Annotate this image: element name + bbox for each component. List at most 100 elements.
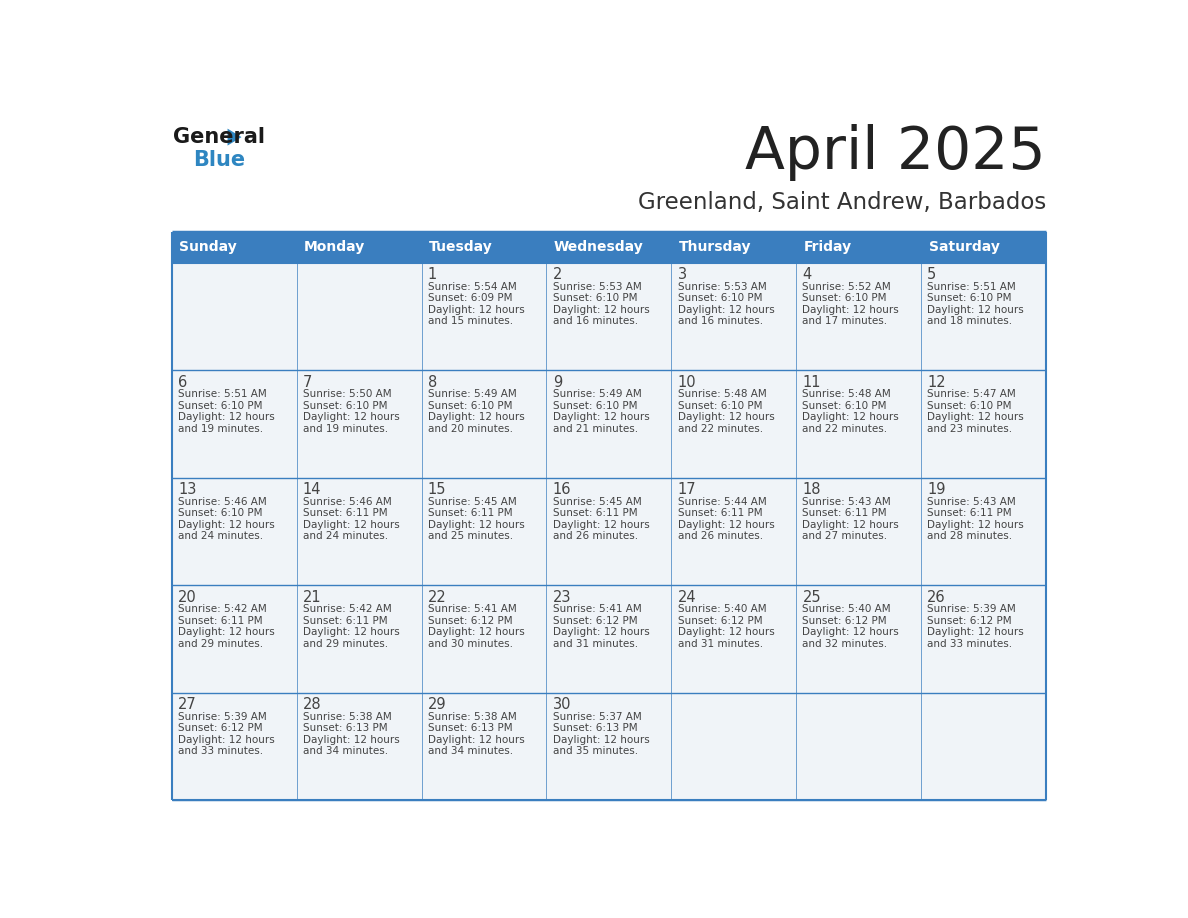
Text: 26: 26 [928, 589, 946, 605]
Text: 6: 6 [178, 375, 188, 390]
Text: Sunset: 6:12 PM: Sunset: 6:12 PM [677, 616, 763, 626]
Text: Sunrise: 5:41 AM: Sunrise: 5:41 AM [428, 604, 517, 614]
Text: and 29 minutes.: and 29 minutes. [303, 639, 388, 648]
Text: 14: 14 [303, 482, 322, 498]
Text: Sunset: 6:10 PM: Sunset: 6:10 PM [677, 293, 762, 303]
Text: Daylight: 12 hours: Daylight: 12 hours [928, 305, 1024, 315]
Bar [546, 585, 671, 692]
Text: 28: 28 [303, 697, 322, 712]
Text: and 26 minutes.: and 26 minutes. [677, 531, 763, 541]
Bar [172, 232, 297, 263]
Text: Tuesday: Tuesday [429, 241, 493, 254]
Text: 23: 23 [552, 589, 571, 605]
Text: 22: 22 [428, 589, 447, 605]
Text: Sunset: 6:12 PM: Sunset: 6:12 PM [928, 616, 1012, 626]
Text: 13: 13 [178, 482, 196, 498]
Text: Sunrise: 5:39 AM: Sunrise: 5:39 AM [178, 711, 267, 722]
Bar [671, 585, 796, 692]
Bar [796, 370, 921, 477]
Text: Daylight: 12 hours: Daylight: 12 hours [178, 412, 274, 422]
Text: Sunrise: 5:48 AM: Sunrise: 5:48 AM [677, 389, 766, 399]
Text: Daylight: 12 hours: Daylight: 12 hours [428, 412, 525, 422]
Bar [172, 585, 297, 692]
Text: Sunrise: 5:42 AM: Sunrise: 5:42 AM [178, 604, 267, 614]
Text: Daylight: 12 hours: Daylight: 12 hours [677, 305, 775, 315]
Bar [671, 692, 796, 800]
Text: Daylight: 12 hours: Daylight: 12 hours [428, 305, 525, 315]
Text: Sunrise: 5:50 AM: Sunrise: 5:50 AM [303, 389, 392, 399]
Text: and 33 minutes.: and 33 minutes. [178, 746, 263, 756]
Text: Sunrise: 5:48 AM: Sunrise: 5:48 AM [802, 389, 891, 399]
Text: Daylight: 12 hours: Daylight: 12 hours [928, 627, 1024, 637]
Text: Sunset: 6:10 PM: Sunset: 6:10 PM [303, 401, 387, 410]
Text: 10: 10 [677, 375, 696, 390]
Text: and 29 minutes.: and 29 minutes. [178, 639, 263, 648]
Bar [671, 263, 796, 370]
Text: Sunrise: 5:46 AM: Sunrise: 5:46 AM [178, 497, 267, 507]
Text: and 35 minutes.: and 35 minutes. [552, 746, 638, 756]
Text: Daylight: 12 hours: Daylight: 12 hours [802, 627, 899, 637]
Bar [546, 263, 671, 370]
Text: Daylight: 12 hours: Daylight: 12 hours [552, 305, 650, 315]
Bar [172, 477, 297, 585]
Bar [546, 232, 671, 263]
Bar [921, 477, 1045, 585]
Bar [172, 370, 297, 477]
Text: Daylight: 12 hours: Daylight: 12 hours [802, 520, 899, 530]
Text: Daylight: 12 hours: Daylight: 12 hours [428, 734, 525, 744]
Text: Sunset: 6:13 PM: Sunset: 6:13 PM [303, 723, 387, 733]
Text: Daylight: 12 hours: Daylight: 12 hours [178, 520, 274, 530]
Text: Sunrise: 5:38 AM: Sunrise: 5:38 AM [303, 711, 392, 722]
Text: Sunset: 6:11 PM: Sunset: 6:11 PM [802, 509, 887, 519]
Text: 15: 15 [428, 482, 447, 498]
Text: and 16 minutes.: and 16 minutes. [552, 316, 638, 326]
Text: Friday: Friday [803, 241, 852, 254]
Text: Daylight: 12 hours: Daylight: 12 hours [677, 520, 775, 530]
Bar [796, 692, 921, 800]
Text: 8: 8 [428, 375, 437, 390]
Text: and 19 minutes.: and 19 minutes. [303, 423, 388, 433]
Text: Sunset: 6:12 PM: Sunset: 6:12 PM [552, 616, 637, 626]
Text: 1: 1 [428, 267, 437, 282]
Text: and 24 minutes.: and 24 minutes. [178, 531, 263, 541]
Text: and 18 minutes.: and 18 minutes. [928, 316, 1012, 326]
Text: Sunset: 6:11 PM: Sunset: 6:11 PM [428, 509, 512, 519]
Text: and 20 minutes.: and 20 minutes. [428, 423, 513, 433]
Text: Daylight: 12 hours: Daylight: 12 hours [178, 734, 274, 744]
Text: 30: 30 [552, 697, 571, 712]
Text: Saturday: Saturday [929, 241, 999, 254]
Text: Sunset: 6:10 PM: Sunset: 6:10 PM [928, 293, 1012, 303]
Text: 27: 27 [178, 697, 197, 712]
Text: Greenland, Saint Andrew, Barbados: Greenland, Saint Andrew, Barbados [638, 191, 1045, 214]
Text: Sunset: 6:10 PM: Sunset: 6:10 PM [178, 401, 263, 410]
Text: General: General [173, 127, 265, 147]
Bar [546, 370, 671, 477]
Text: Sunrise: 5:52 AM: Sunrise: 5:52 AM [802, 282, 891, 292]
Text: Sunrise: 5:49 AM: Sunrise: 5:49 AM [428, 389, 517, 399]
Bar [172, 692, 297, 800]
Text: and 34 minutes.: and 34 minutes. [428, 746, 513, 756]
Text: Sunrise: 5:42 AM: Sunrise: 5:42 AM [303, 604, 392, 614]
Text: 2: 2 [552, 267, 562, 282]
Text: 12: 12 [928, 375, 946, 390]
Bar [422, 263, 546, 370]
Text: 24: 24 [677, 589, 696, 605]
Text: Sunset: 6:12 PM: Sunset: 6:12 PM [428, 616, 512, 626]
Bar [422, 232, 546, 263]
Text: Thursday: Thursday [678, 241, 751, 254]
Text: Sunset: 6:10 PM: Sunset: 6:10 PM [802, 401, 887, 410]
Text: Sunday: Sunday [179, 241, 236, 254]
Text: Sunrise: 5:40 AM: Sunrise: 5:40 AM [802, 604, 891, 614]
Bar [422, 370, 546, 477]
Text: Sunset: 6:11 PM: Sunset: 6:11 PM [928, 509, 1012, 519]
Text: and 19 minutes.: and 19 minutes. [178, 423, 263, 433]
Text: Sunrise: 5:43 AM: Sunrise: 5:43 AM [928, 497, 1016, 507]
Text: Sunset: 6:10 PM: Sunset: 6:10 PM [552, 401, 637, 410]
Text: Sunrise: 5:44 AM: Sunrise: 5:44 AM [677, 497, 766, 507]
Text: 29: 29 [428, 697, 447, 712]
Text: Sunset: 6:11 PM: Sunset: 6:11 PM [552, 509, 637, 519]
Text: 4: 4 [802, 267, 811, 282]
Text: Sunrise: 5:40 AM: Sunrise: 5:40 AM [677, 604, 766, 614]
Bar [796, 263, 921, 370]
Text: Blue: Blue [192, 151, 245, 170]
